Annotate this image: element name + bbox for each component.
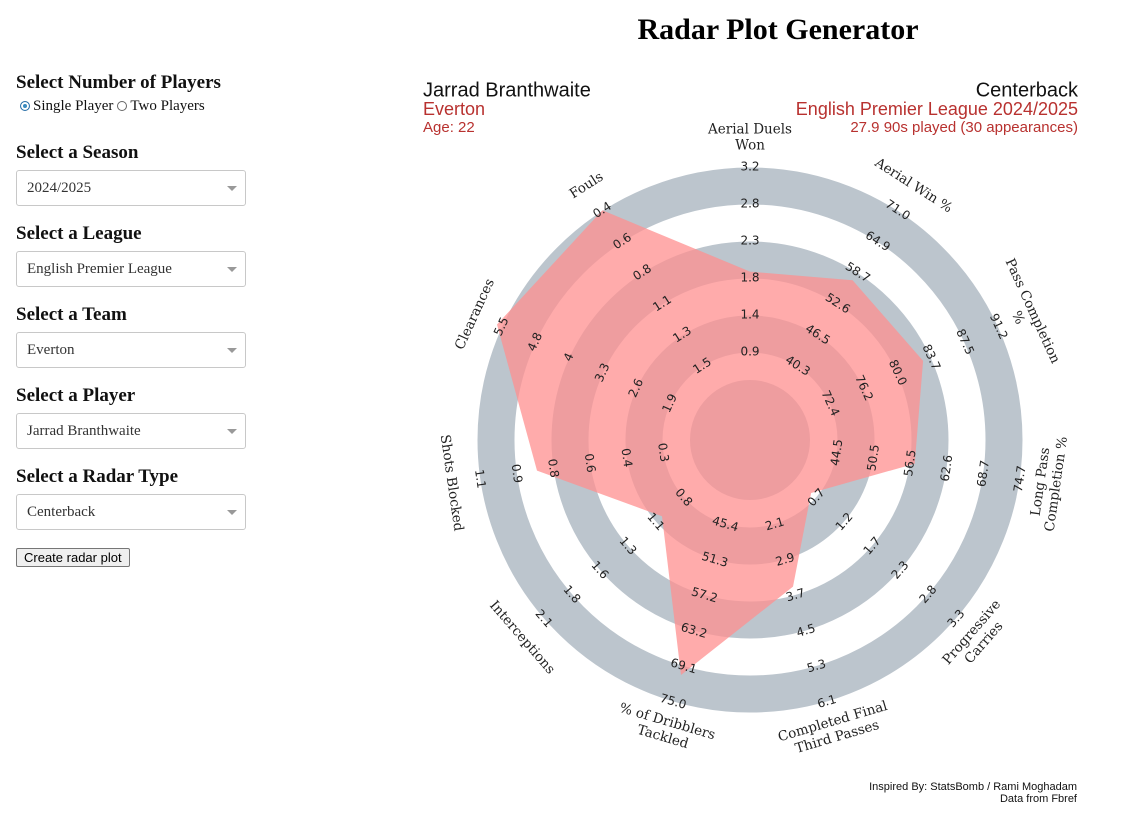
field-label: Select a Radar Type (16, 466, 179, 487)
tick-label: 5.3 (805, 657, 827, 676)
field: Select a Radar Type Centerback (16, 466, 256, 530)
dropdown[interactable]: English Premier League (16, 251, 246, 287)
tick-label: 2.1 (764, 515, 786, 534)
tick-label: 1.4 (740, 308, 759, 322)
tick-label: 4.5 (795, 621, 817, 640)
players-heading: Select Number of Players (16, 72, 221, 93)
credit: Data from Fbref (1000, 793, 1078, 805)
param-label: Fouls (567, 169, 607, 202)
field: Select a Player Jarrad Branthwaite (16, 385, 256, 449)
team-name: Everton (423, 99, 485, 119)
minutes-played: 27.9 90s played (30 appearances) (850, 119, 1078, 136)
dropdown[interactable]: Jarrad Branthwaite (16, 413, 246, 449)
tick-label: 0.4 (619, 447, 636, 468)
credit: Inspired By: StatsBomb / Rami Moghadam (869, 781, 1077, 793)
tick-label: 50.5 (864, 444, 882, 472)
player-area (497, 210, 924, 676)
tick-label: 3.2 (740, 160, 759, 174)
tick-label: 0.9 (740, 345, 759, 359)
field: Select a Season 2024/2025 (16, 142, 256, 206)
player-count-options: Single Player Two Players (16, 96, 256, 116)
tick-label: 1.8 (740, 271, 759, 285)
radio-button[interactable] (20, 101, 30, 111)
radio-label[interactable]: Single Player (33, 97, 114, 114)
tick-label: 3.7 (784, 586, 806, 605)
dropdown[interactable]: Everton (16, 332, 246, 368)
radio-label[interactable]: Two Players (130, 97, 205, 114)
tick-label: 0.9 (509, 463, 526, 484)
param-label-group: Shots Blocked (437, 434, 467, 533)
tick-label: 0.3 (655, 442, 672, 463)
dropdown[interactable]: Centerback (16, 494, 246, 530)
ring-band (477, 167, 1023, 713)
field-label: Select a Team (16, 304, 127, 325)
radio-button[interactable] (117, 101, 128, 111)
param-label: Pass Completion (1002, 256, 1064, 366)
tick-label: 74.7 (1011, 465, 1029, 493)
param-label: Shots Blocked (437, 434, 467, 533)
param-label: Won (735, 138, 765, 154)
dropdown[interactable]: 2024/2025 (16, 170, 246, 206)
param-label: % (1008, 308, 1028, 326)
param-label: Aerial Duels (707, 122, 792, 138)
field-label: Select a Season (16, 142, 139, 163)
create-button[interactable]: Create radar plot (16, 548, 130, 567)
league-season: English Premier League 2024/2025 (796, 99, 1078, 119)
field: Select a League English Premier League (16, 223, 256, 287)
tick-label: 0.6 (582, 453, 599, 474)
player-name: Jarrad Branthwaite (423, 79, 591, 101)
fields: Select a Season 2024/2025 Select a League E… (16, 142, 256, 530)
tick-label: 2.3 (740, 234, 759, 248)
tick-label: 2.9 (774, 550, 796, 569)
sidebar: Select Number of Players Single Player T… (16, 72, 256, 567)
tick-label: 56.5 (901, 449, 919, 477)
player-age: Age: 22 (423, 119, 475, 136)
tick-label: 1.1 (472, 468, 489, 489)
param-label: Clearances (452, 276, 498, 352)
tick-label: 2.8 (740, 197, 759, 211)
field: Select a Team Everton (16, 304, 256, 368)
radar-type: Centerback (976, 79, 1079, 101)
tick-label: 44.5 (828, 438, 846, 466)
tick-label: 6.1 (816, 692, 838, 711)
page-title: Radar Plot Generator (637, 13, 918, 46)
tick-label: 62.6 (938, 454, 956, 482)
param-label-group: Clearances (452, 276, 498, 352)
tick-label: 68.7 (974, 459, 992, 487)
field-label: Select a League (16, 223, 142, 244)
field-label: Select a Player (16, 385, 136, 406)
tick-label: 0.8 (545, 458, 562, 479)
param-label-group: Fouls (567, 169, 607, 202)
